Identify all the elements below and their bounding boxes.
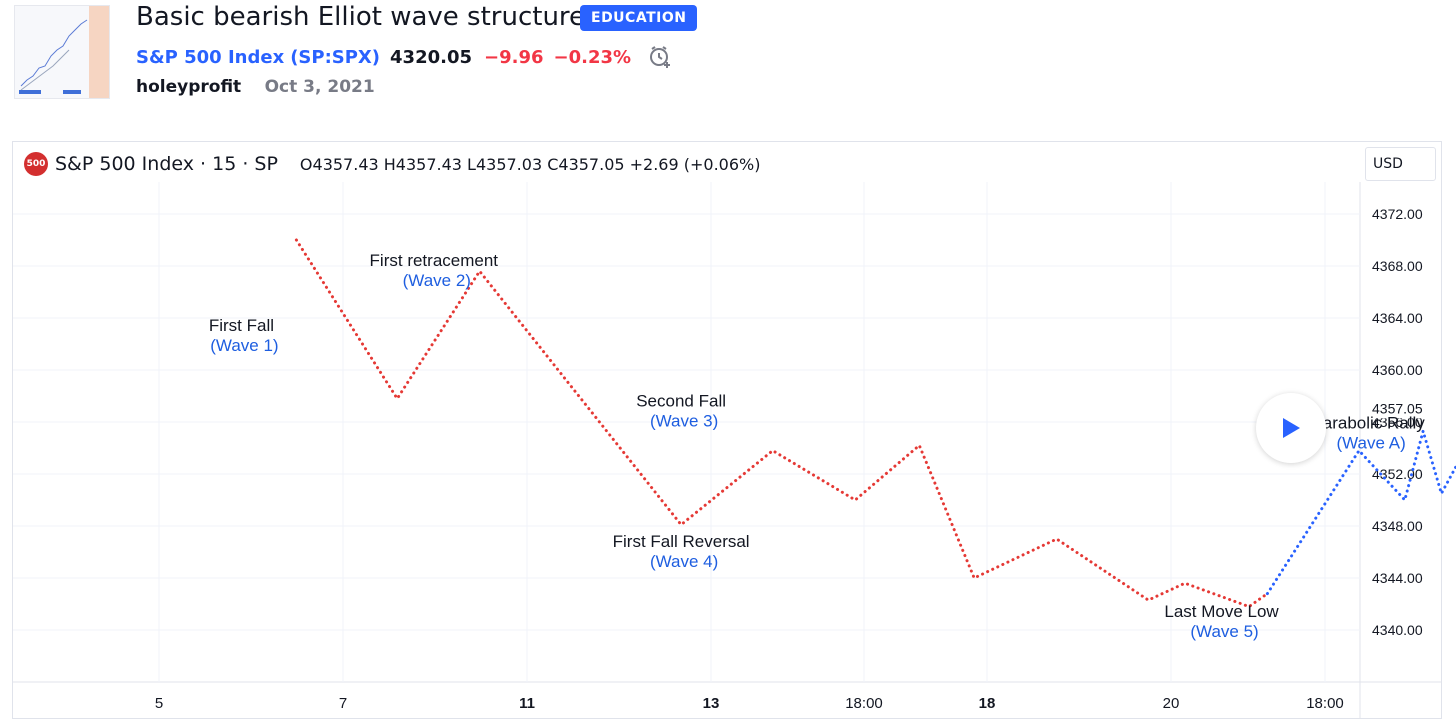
wave-annotation-sublabel: (Wave 3) (650, 411, 718, 430)
x-tick-label: 5 (155, 695, 163, 712)
symbol-code-link[interactable]: (SP:SPX) (290, 46, 381, 68)
wave-series-line (294, 238, 1269, 609)
wave-annotation-label: Second Fall (636, 391, 726, 410)
x-tick-label: 7 (339, 695, 347, 712)
symbol-row: S&P 500 Index (SP:SPX) 4320.05 −9.96 −0.… (136, 44, 673, 70)
author-name[interactable]: holeyprofit (136, 77, 242, 97)
x-tick-label: 13 (703, 695, 720, 712)
alarm-clock-plus-icon[interactable] (647, 44, 673, 70)
price-change: −9.96 (484, 46, 544, 68)
x-tick-label: 20 (1163, 695, 1180, 712)
x-tick-label: 11 (519, 695, 535, 712)
y-tick-label: 4340.00 (1372, 622, 1423, 638)
wave-annotation-label: Parabolic Rally (1311, 414, 1425, 433)
y-tick-label: 4364.00 (1372, 310, 1423, 326)
idea-title: Basic bearish Elliot wave structure (136, 2, 586, 32)
symbol-name-link[interactable]: S&P 500 Index (136, 46, 285, 68)
x-tick-label: 18:00 (845, 695, 883, 712)
wave-annotation-sublabel: (Wave 4) (650, 552, 718, 571)
sp500-logo: 500 (24, 152, 48, 176)
last-price-marker (1361, 398, 1421, 419)
education-badge[interactable]: EDUCATION (580, 5, 698, 31)
ohlc-values: O4357.43 H4357.43 L4357.03 C4357.05 +2.6… (299, 154, 761, 174)
wave-annotation-sublabel: (Wave 2) (403, 271, 471, 290)
thumbnail-chart-image (15, 6, 109, 98)
x-tick-label: 18:00 (1306, 695, 1344, 712)
wave-annotation-label: First Fall Reversal (613, 532, 750, 551)
last-price-label: 4357.05 (1372, 400, 1423, 416)
y-tick-label: 4372.00 (1372, 206, 1423, 222)
play-icon (1283, 418, 1300, 438)
price-change-percent: −0.23% (553, 46, 632, 68)
chart-legend: 500 S&P 500 Index · 15 · SP O4357.43 H43… (24, 152, 760, 176)
instrument-label[interactable]: S&P 500 Index · 15 · SP (55, 153, 278, 175)
x-tick-label: 18 (979, 695, 996, 712)
wave-annotation-sublabel: (Wave A) (1336, 434, 1405, 453)
wave-annotation-sublabel: (Wave 1) (210, 336, 278, 355)
wave-series-line (1265, 429, 1456, 596)
author-row: holeyprofit Oct 3, 2021 (136, 77, 375, 97)
chart-panel[interactable] (12, 141, 1442, 719)
publish-date: Oct 3, 2021 (264, 77, 375, 97)
currency-selector[interactable]: USD (1365, 147, 1436, 181)
y-tick-label: 4348.00 (1372, 518, 1423, 534)
y-tick-label: 4344.00 (1372, 570, 1423, 586)
wave-annotation-sublabel: (Wave 5) (1190, 622, 1258, 641)
idea-thumbnail[interactable] (14, 5, 110, 99)
wave-annotation-label: Last Move Low (1164, 602, 1279, 621)
last-price: 4320.05 (390, 46, 473, 68)
play-button[interactable] (1256, 393, 1326, 463)
wave-annotation-label: First Fall (209, 316, 274, 335)
y-tick-label: 4360.00 (1372, 362, 1423, 378)
y-tick-label: 4368.00 (1372, 258, 1423, 274)
wave-annotation-label: First retracement (370, 251, 499, 270)
